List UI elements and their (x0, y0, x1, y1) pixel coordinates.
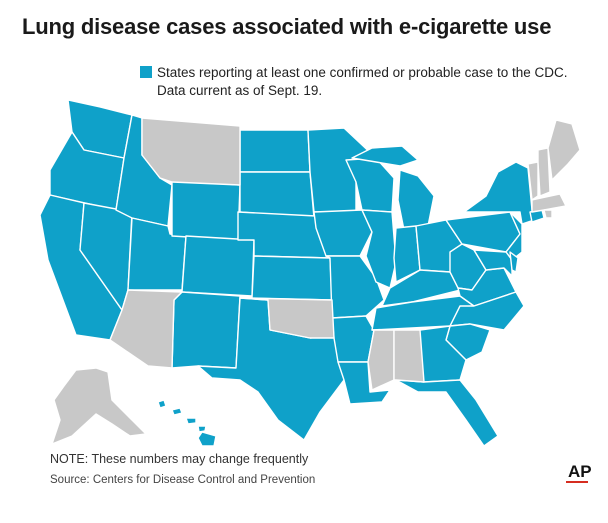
note-text: NOTE: These numbers may change frequentl… (50, 452, 309, 466)
state-md (473, 249, 513, 277)
legend-text: States reporting at least one confirmed … (157, 64, 602, 100)
state-de (509, 251, 519, 273)
state-in (393, 225, 421, 283)
map-title: Lung disease cases associated with e-cig… (22, 14, 552, 39)
state-hi-4 (197, 425, 207, 433)
state-nd (239, 129, 311, 173)
state-ri (543, 209, 553, 219)
legend-line-1: States reporting at least one confirmed … (157, 65, 568, 80)
state-nm (171, 291, 241, 369)
source-text: Source: Centers for Disease Control and … (50, 474, 316, 486)
legend-swatch (140, 66, 152, 78)
state-hi-1 (157, 399, 167, 409)
state-fl (395, 379, 499, 447)
state-sd (239, 171, 315, 219)
state-mo (325, 255, 385, 319)
state-az (109, 289, 183, 369)
state-il (361, 209, 397, 289)
state-mn (307, 127, 377, 213)
state-ms (367, 329, 395, 391)
state-ar (331, 315, 375, 363)
ap-logo-bar (566, 481, 588, 483)
state-ks (251, 255, 333, 301)
legend-line-2: Data current as of Sept. 19. (157, 83, 323, 98)
us-map (39, 100, 581, 447)
state-co (181, 235, 255, 297)
state-mi-upper (351, 145, 419, 167)
state-ak (51, 367, 147, 445)
state-mi (397, 169, 435, 231)
state-mt (141, 117, 241, 186)
state-nh (537, 147, 551, 197)
state-me (547, 119, 581, 181)
ap-logo: AP (568, 462, 592, 481)
state-vt (527, 161, 539, 201)
state-wy (171, 179, 241, 241)
state-hi-3 (185, 417, 197, 425)
state-hi-5 (197, 431, 217, 447)
state-ok (239, 297, 335, 339)
state-al (393, 329, 425, 383)
state-ma (531, 193, 567, 213)
state-hi-2 (171, 407, 183, 416)
